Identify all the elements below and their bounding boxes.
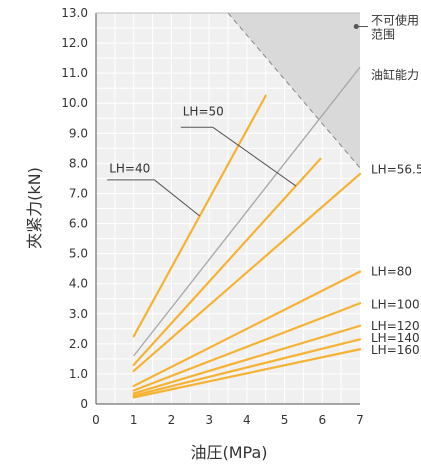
series-line-lh-120 — [132, 324, 362, 395]
x-tick-label: 2 — [168, 413, 176, 427]
x-axis-label: 油圧(MPa) — [190, 443, 267, 462]
series-line-lh-56-5 — [132, 172, 362, 373]
y-tick-label: 11.0 — [61, 66, 88, 80]
x-tick-label: 5 — [281, 413, 289, 427]
tick-labels: 0 1 2 3 4 5 6 7 0 1.0 2.0 3.0 4.0 5.0 6.0 7.0 8.0 9.0 10.0… — [61, 6, 364, 427]
x-tick-label: 6 — [318, 413, 326, 427]
y-tick-label: 13.0 — [61, 6, 88, 20]
unusable-region-label: 不可使用 — [371, 13, 419, 28]
series-line-lh-160 — [132, 348, 362, 399]
y-tick-label: 4.0 — [69, 277, 88, 291]
y-tick-label: 9.0 — [69, 126, 88, 140]
y-axis-label: 夾紧力(kN) — [25, 167, 44, 249]
capacity-line — [133, 66, 361, 357]
right-label-lh-80: LH=80 — [371, 265, 412, 279]
annotation-lh-40: LH=40 — [109, 161, 150, 175]
right-label-lh-160: LH=160 — [371, 343, 420, 357]
x-tick-label: 0 — [92, 413, 100, 427]
y-tick-label: 10.0 — [61, 96, 88, 110]
y-tick-label: 12.0 — [61, 36, 88, 50]
unusable-boundary-line — [227, 12, 361, 169]
y-tick-label: 2.0 — [69, 337, 88, 351]
series-line-lh-40 — [132, 94, 267, 338]
y-tick-label: 5.0 — [69, 247, 88, 261]
y-tick-label: 3.0 — [69, 307, 88, 321]
series-line-lh-140 — [132, 338, 362, 397]
y-tick-label: 0 — [80, 397, 88, 411]
series-lines — [132, 66, 362, 399]
y-tick-label: 7.0 — [69, 186, 88, 200]
right-label-lh-56-5: LH=56.5 — [371, 162, 421, 176]
series-line-lh-80 — [132, 270, 362, 388]
right-label-lh-100: LH=100 — [371, 298, 420, 312]
unusable-region-label-line2: 范围 — [371, 28, 395, 42]
y-tick-label: 1.0 — [69, 367, 88, 381]
annotation-leader-line — [154, 179, 201, 217]
annotation-leader-line — [212, 126, 297, 187]
series-line-lh-100 — [132, 302, 362, 392]
right-label-lh-140: LH=140 — [371, 331, 420, 345]
x-tick-label: 3 — [205, 413, 213, 427]
x-tick-label: 4 — [243, 413, 251, 427]
annotation-lh-50: LH=50 — [183, 104, 224, 118]
y-tick-label: 8.0 — [69, 156, 88, 170]
capacity-line-label: 油缸能力 — [371, 67, 419, 82]
x-tick-label: 1 — [130, 413, 138, 427]
x-tick-label: 7 — [356, 413, 364, 427]
y-tick-label: 6.0 — [69, 217, 88, 231]
axes — [95, 12, 360, 405]
right-label-lh-120: LH=120 — [371, 319, 420, 333]
series-line-lh-50 — [132, 157, 322, 366]
